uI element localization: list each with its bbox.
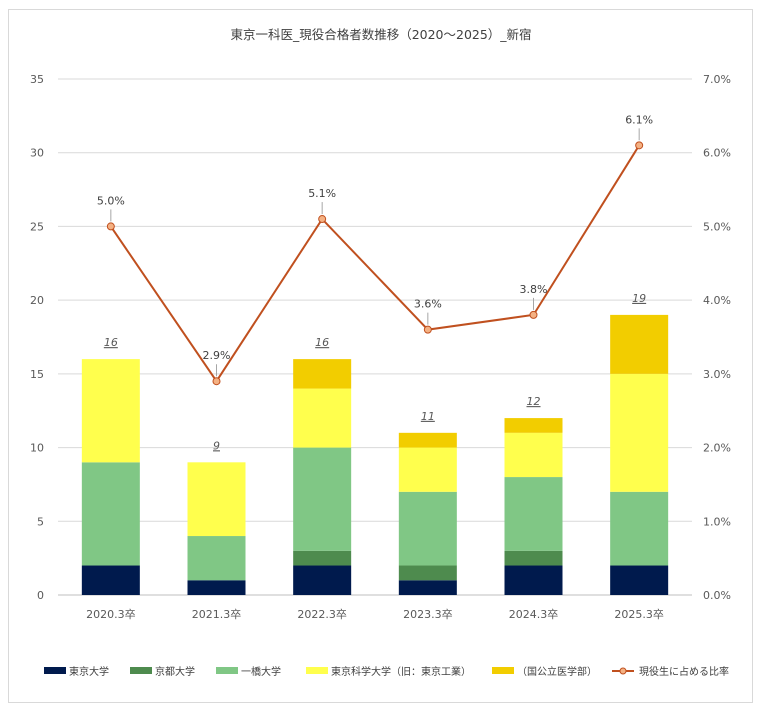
legend-label: （国公立医学部） bbox=[517, 665, 597, 678]
legend-label: 東京科学大学（旧：東京工業） bbox=[331, 665, 471, 678]
y-left-tick-label: 25 bbox=[30, 220, 44, 233]
bar-segment bbox=[293, 565, 352, 595]
category-label: 2023.3卒 bbox=[403, 607, 453, 621]
legend-label: 一橋大学 bbox=[241, 665, 281, 678]
y-right-tick-label: 2.0% bbox=[703, 442, 731, 455]
bar-segment bbox=[398, 565, 457, 581]
bar-segment bbox=[504, 477, 563, 551]
legend-label: 東京大学 bbox=[69, 665, 109, 678]
y-left-tick-label: 5 bbox=[37, 515, 44, 528]
bar-segment bbox=[187, 536, 246, 581]
y-left-tick-label: 15 bbox=[30, 368, 44, 381]
bar-segment bbox=[610, 491, 669, 566]
y-right-tick-label: 4.0% bbox=[703, 294, 731, 307]
bar-segment bbox=[293, 447, 352, 551]
bar-segment bbox=[293, 550, 352, 566]
bar-segment bbox=[610, 314, 669, 374]
ratio-data-label: 5.1% bbox=[308, 187, 336, 200]
bar-total-label: 11 bbox=[421, 410, 435, 423]
legend-swatch bbox=[130, 667, 152, 674]
y-right-tick-label: 6.0% bbox=[703, 147, 731, 160]
bar-segment bbox=[610, 373, 669, 492]
legend-swatch bbox=[216, 667, 238, 674]
y-right-tick-label: 7.0% bbox=[703, 73, 731, 86]
bar-segment bbox=[398, 580, 457, 595]
ratio-point bbox=[318, 215, 327, 224]
legend-label: 京都大学 bbox=[155, 665, 195, 678]
bar-total-label: 19 bbox=[632, 292, 646, 305]
y-right-tick-label: 0.0% bbox=[703, 589, 731, 602]
y-left-tick-label: 0 bbox=[37, 589, 44, 602]
category-label: 2025.3卒 bbox=[614, 607, 664, 621]
bar-segment bbox=[293, 359, 352, 389]
ratio-point bbox=[106, 222, 115, 231]
ratio-line bbox=[110, 144, 641, 384]
ratio-point bbox=[212, 377, 221, 386]
bar-segment bbox=[187, 462, 246, 537]
bar-segment bbox=[504, 565, 563, 595]
chart-title: 東京一科医_現役合格者数推移（2020～2025）_新宿 bbox=[230, 27, 531, 42]
legend-swatch bbox=[44, 667, 66, 674]
category-label: 2020.3卒 bbox=[86, 607, 136, 621]
bar-segment bbox=[610, 565, 669, 595]
bar-segment bbox=[81, 462, 140, 566]
y-left-tick-label: 20 bbox=[30, 294, 44, 307]
y-left-tick-label: 30 bbox=[30, 147, 44, 160]
ratio-data-label: 6.1% bbox=[625, 113, 653, 126]
bar-segment bbox=[81, 565, 140, 595]
y-right-tick-label: 5.0% bbox=[703, 220, 731, 233]
legend-swatch bbox=[306, 667, 328, 674]
bar-segment bbox=[504, 418, 563, 433]
y-left-tick-label: 10 bbox=[30, 442, 44, 455]
ratio-point bbox=[635, 141, 644, 150]
bar-segment bbox=[293, 388, 352, 448]
bar-segment bbox=[81, 359, 140, 463]
ratio-data-label: 3.8% bbox=[520, 283, 548, 296]
ratio-point bbox=[529, 310, 538, 319]
y-left-tick-label: 35 bbox=[30, 73, 44, 86]
legend-swatch-marker bbox=[619, 667, 627, 675]
y-right-tick-label: 1.0% bbox=[703, 515, 731, 528]
ratio-data-label: 3.6% bbox=[414, 298, 442, 311]
bar-segment bbox=[504, 550, 563, 566]
bar-total-label: 9 bbox=[213, 439, 220, 452]
ratio-point bbox=[423, 325, 432, 334]
ratio-data-label: 2.9% bbox=[203, 349, 231, 362]
legend-label: 現役生に占める比率 bbox=[639, 665, 729, 678]
y-right-tick-label: 3.0% bbox=[703, 368, 731, 381]
bar-total-label: 16 bbox=[315, 336, 329, 349]
category-label: 2022.3卒 bbox=[297, 607, 347, 621]
category-label: 2024.3卒 bbox=[509, 607, 559, 621]
chart-frame bbox=[8, 9, 753, 703]
ratio-data-label: 5.0% bbox=[97, 194, 125, 207]
bar-segment bbox=[398, 491, 457, 566]
bar-segment bbox=[398, 432, 457, 448]
bar-segment bbox=[187, 580, 246, 595]
bar-segment bbox=[398, 447, 457, 492]
bar-segment bbox=[504, 432, 563, 478]
category-label: 2021.3卒 bbox=[192, 607, 242, 621]
bar-total-label: 16 bbox=[104, 336, 118, 349]
legend-swatch bbox=[492, 667, 514, 674]
bar-total-label: 12 bbox=[527, 395, 541, 408]
